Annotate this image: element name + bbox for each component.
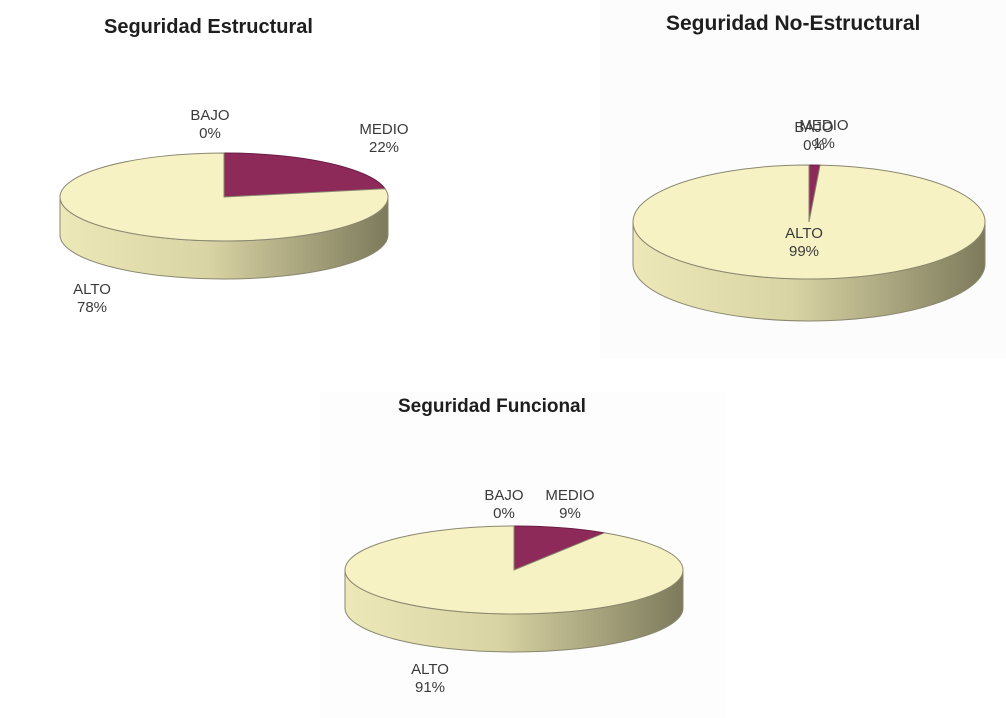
pie-slice-medio: [223, 152, 387, 198]
pie-chart-funcional: BAJO 0% MEDIO 9% ALTO 91%: [344, 487, 684, 696]
pie-chart-estructural: BAJO 0% MEDIO 22% ALTO 78%: [59, 107, 409, 316]
slice-label-alto: ALTO 91%: [411, 661, 449, 696]
pie-chart-no-estructural: BAJO 0%MEDIO 1% ALTO 99%: [632, 117, 986, 322]
pie-slice-alto: [344, 525, 684, 615]
slice-label-medio: MEDIO 1%: [799, 117, 848, 152]
slice-label-alto: ALTO 78%: [73, 281, 111, 316]
pie-slice-alto: [59, 152, 389, 242]
slice-label-bajo: BAJO 0%: [484, 487, 523, 522]
pie-slice-medio: [513, 525, 607, 571]
chart-title: Seguridad Estructural: [104, 16, 313, 38]
pie-slice-alto: [632, 164, 986, 280]
slice-label-medio: MEDIO 9%: [545, 487, 594, 522]
chart-title: Seguridad Funcional: [398, 396, 586, 417]
slice-label-bajo: BAJO 0%: [190, 107, 229, 142]
chart-title: Seguridad No-Estructural: [666, 12, 921, 35]
chart-panel-funcional: BAJO 0% MEDIO 9% ALTO 91% Seguridad Funcional: [320, 392, 726, 718]
chart-panel-estructural: BAJO 0% MEDIO 22% ALTO 78% Seguridad Estructu…: [0, 0, 460, 350]
slice-label-alto: ALTO 99%: [785, 225, 823, 260]
slice-label-bajo: BAJO 0%: [794, 119, 833, 154]
chart-panel-no-estructural: BAJO 0% MEDIO 1% ALTO 99% Seguridad No-Estruc…: [600, 0, 1006, 358]
slice-label-medio: MEDIO 22%: [359, 121, 408, 156]
